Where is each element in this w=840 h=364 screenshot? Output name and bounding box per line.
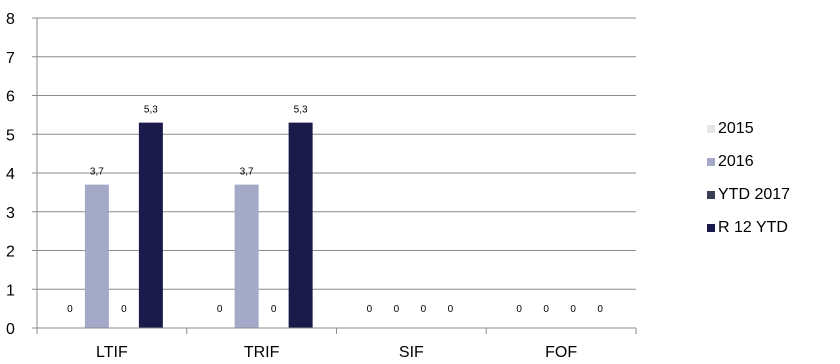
legend-label: R 12 YTD: [718, 219, 788, 236]
gridlines: [37, 17, 636, 290]
data-label: 0: [421, 304, 427, 315]
legend-swatch: [707, 158, 715, 166]
y-tick-label: 2: [6, 244, 15, 261]
y-tick-label: 4: [6, 166, 15, 183]
y-tick-label: 0: [6, 321, 15, 338]
y-tick-label: 1: [6, 282, 15, 299]
legend-label: 2016: [718, 153, 754, 170]
x-tick-label: TRIF: [244, 344, 280, 361]
legend-item: 2016: [707, 151, 790, 173]
data-label: 0: [516, 304, 522, 315]
axes: 0 1 2 3 4 5 6 7 8 LTIF TRIF SIF FOF: [6, 11, 637, 361]
data-label: 0: [367, 304, 373, 315]
bar: [234, 184, 259, 328]
legend-swatch: [707, 191, 715, 199]
data-label: 0: [597, 304, 603, 315]
legend-label: 2015: [718, 120, 754, 137]
legend-swatch: [707, 224, 715, 232]
legend-swatch: [707, 125, 715, 133]
y-tick-label: 5: [6, 127, 15, 144]
y-tick-label: 6: [6, 89, 15, 106]
bar: [138, 122, 163, 328]
data-label: 0: [543, 304, 549, 315]
x-tick-label: FOF: [545, 344, 577, 361]
data-label: 0: [448, 304, 454, 315]
data-label: 0: [570, 304, 576, 315]
data-label: 0: [217, 304, 223, 315]
legend-item: YTD 2017: [707, 184, 790, 206]
x-tick-label: LTIF: [96, 344, 128, 361]
data-label: 0: [394, 304, 400, 315]
x-tick-label: SIF: [399, 344, 424, 361]
data-label: 3,7: [90, 167, 104, 178]
data-label: 3,7: [240, 167, 254, 178]
data-label: 0: [121, 304, 127, 315]
data-label: 5,3: [294, 105, 308, 116]
bar: [84, 184, 109, 328]
data-label: 0: [271, 304, 277, 315]
legend-item: R 12 YTD: [707, 217, 790, 239]
legend: 2015 2016 YTD 2017 R 12 YTD: [707, 118, 790, 250]
y-tick-label: 3: [6, 205, 15, 222]
legend-item: 2015: [707, 118, 790, 140]
y-tick-label: 8: [6, 11, 15, 28]
legend-label: YTD 2017: [718, 186, 791, 203]
bars: [84, 122, 313, 328]
data-labels: 0 0 0 0 3,7 3,7 0 0 0 0 0 0 5,3 5,3 0 0: [67, 105, 603, 315]
y-tick-label: 7: [6, 50, 15, 67]
bar: [288, 122, 313, 328]
data-label: 5,3: [144, 105, 158, 116]
data-label: 0: [67, 304, 73, 315]
